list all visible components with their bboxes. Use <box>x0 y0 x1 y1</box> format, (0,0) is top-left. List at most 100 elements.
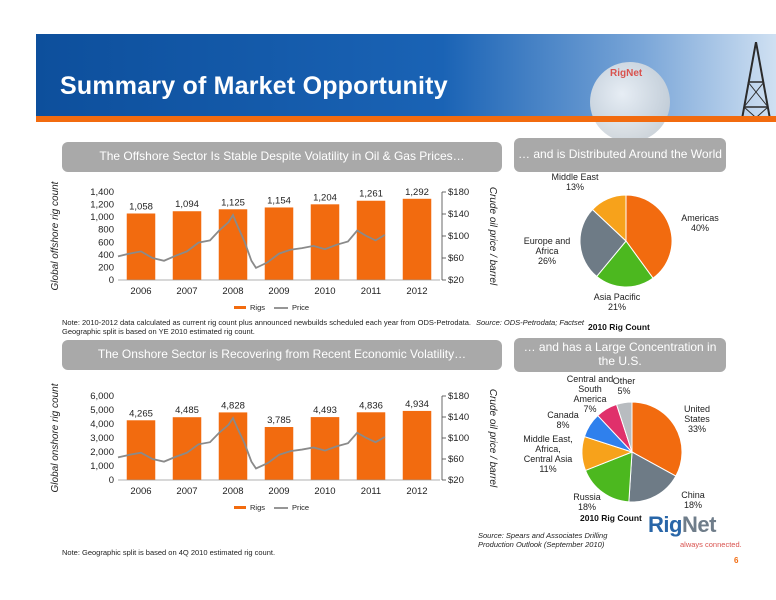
us-slice <box>628 451 677 503</box>
onshore-bar <box>218 412 248 480</box>
oil-rig-icon <box>740 42 772 122</box>
offshore-y2-tick: $140 <box>448 209 469 220</box>
offshore-y-tick: 600 <box>98 237 114 248</box>
world-slice <box>591 194 627 243</box>
onshore-y2-label: Crude oil price / barrel <box>487 389 498 488</box>
us-slice-label: 33% <box>688 424 706 434</box>
offshore-x-tick: 2006 <box>130 286 151 297</box>
onshore-y-tick: 6,000 <box>90 391 114 402</box>
onshore-bar-label: 4,265 <box>129 408 153 419</box>
offshore-bar-label: 1,058 <box>129 201 153 212</box>
offshore-bar-label: 1,204 <box>313 192 337 203</box>
world-slice <box>579 208 627 278</box>
onshore-y2-tick: $20 <box>448 475 464 486</box>
offshore-y2-label: Crude oil price / barrel <box>487 187 498 286</box>
onshore-x-tick: 2007 <box>176 486 197 497</box>
onshore-price-line <box>117 416 386 470</box>
world-slice <box>595 240 654 288</box>
us-slice-label: America <box>573 394 606 404</box>
us-slice-label: China <box>681 490 705 500</box>
offshore-y2-tick: $20 <box>448 275 464 286</box>
offshore-legend-rigs: Rigs <box>250 303 265 312</box>
us-slice-label: South <box>578 384 602 394</box>
offshore-legend-rigs-swatch <box>234 306 246 309</box>
offshore-y-tick: 800 <box>98 225 114 236</box>
offshore-x-tick: 2008 <box>222 286 243 297</box>
offshore-y-tick: 1,200 <box>90 200 114 211</box>
logo-net-text: Net <box>681 512 716 537</box>
world-slice-label: Asia Pacific <box>594 292 641 302</box>
offshore-bar-label: 1,154 <box>267 195 291 206</box>
onshore-y-tick: 5,000 <box>90 405 114 416</box>
world-slice-label: Europe and <box>524 236 571 246</box>
offshore-bar <box>172 211 202 280</box>
us-slice <box>584 451 633 503</box>
us-slice-label: Russia <box>573 492 601 502</box>
world-slice-label: 13% <box>566 182 584 192</box>
offshore-bar-label: 1,094 <box>175 199 199 210</box>
onshore-y2-tick: $140 <box>448 412 469 423</box>
page-title: Summary of Market Opportunity <box>60 72 448 100</box>
offshore-y-tick: 1,000 <box>90 212 114 223</box>
offshore-x-tick: 2012 <box>406 286 427 297</box>
header-accent-bar <box>36 116 776 122</box>
us-slice-label: Canada <box>547 410 579 420</box>
us-slice-label: Central and <box>567 374 614 384</box>
world-banner: … and is Distributed Around the World <box>514 138 726 172</box>
offshore-y-tick: 400 <box>98 250 114 261</box>
offshore-source: Source: ODS-Petrodata; Factset <box>476 318 584 327</box>
onshore-bar <box>356 412 386 480</box>
offshore-bar-label: 1,261 <box>359 189 383 200</box>
us-slice-label: 18% <box>684 500 702 510</box>
onshore-y2-tick: $180 <box>448 391 469 402</box>
offshore-bar-label: 1,292 <box>405 187 429 198</box>
offshore-y-tick: 1,400 <box>90 187 114 198</box>
onshore-legend-price: Price <box>292 503 309 512</box>
onshore-bar-label: 4,485 <box>175 405 199 416</box>
offshore-note: Note: 2010-2012 data calculated as curre… <box>62 318 471 336</box>
rignet-logo: RigNet <box>648 512 716 538</box>
onshore-legend-rigs: Rigs <box>250 503 265 512</box>
offshore-bar-label: 1,125 <box>221 197 245 208</box>
onshore-x-tick: 2009 <box>268 486 289 497</box>
onshore-bar <box>172 417 202 480</box>
us-slice-label: Middle East, <box>523 434 573 444</box>
us-slice-label: Central Asia <box>524 454 573 464</box>
onshore-y-tick: 2,000 <box>90 447 114 458</box>
us-slice-label: Africa, <box>535 444 561 454</box>
offshore-bar <box>218 209 248 280</box>
us-slice-label: United <box>684 404 710 414</box>
world-slice-label: 26% <box>538 256 556 266</box>
onshore-y-tick: 3,000 <box>90 433 114 444</box>
world-slice-label: 21% <box>608 302 626 312</box>
offshore-x-tick: 2011 <box>361 286 381 297</box>
offshore-y-label: Global offshore rig count <box>50 180 61 290</box>
us-slice-label: 7% <box>583 404 596 414</box>
onshore-x-tick: 2010 <box>314 486 335 497</box>
world-slice-label: 40% <box>691 223 709 233</box>
world-slice-label: Middle East <box>551 172 599 182</box>
onshore-bar-label: 4,836 <box>359 400 383 411</box>
onshore-y2-tick: $60 <box>448 454 464 465</box>
offshore-x-tick: 2009 <box>268 286 289 297</box>
onshore-legend-rigs-swatch <box>234 506 246 509</box>
onshore-bar <box>264 427 294 480</box>
us-pie-title: 2010 Rig Count <box>580 513 642 523</box>
offshore-legend-price: Price <box>292 303 309 312</box>
onshore-y-tick: 4,000 <box>90 419 114 430</box>
onshore-x-tick: 2006 <box>130 486 151 497</box>
us-slice-label: 5% <box>617 386 630 396</box>
world-slice-label: Americas <box>681 213 719 223</box>
us-slice-label: 18% <box>578 502 596 512</box>
us-slice-label: States <box>684 414 710 424</box>
offshore-bar <box>402 198 432 280</box>
onshore-bar-label: 4,934 <box>405 399 429 410</box>
onshore-bar <box>402 410 432 480</box>
offshore-y2-tick: $60 <box>448 253 464 264</box>
world-slice <box>625 194 673 279</box>
offshore-bar <box>264 207 294 280</box>
onshore-x-tick: 2008 <box>222 486 243 497</box>
offshore-y2-tick: $100 <box>448 231 469 242</box>
onshore-bar-label: 4,828 <box>221 400 245 411</box>
offshore-price-line <box>117 213 386 270</box>
